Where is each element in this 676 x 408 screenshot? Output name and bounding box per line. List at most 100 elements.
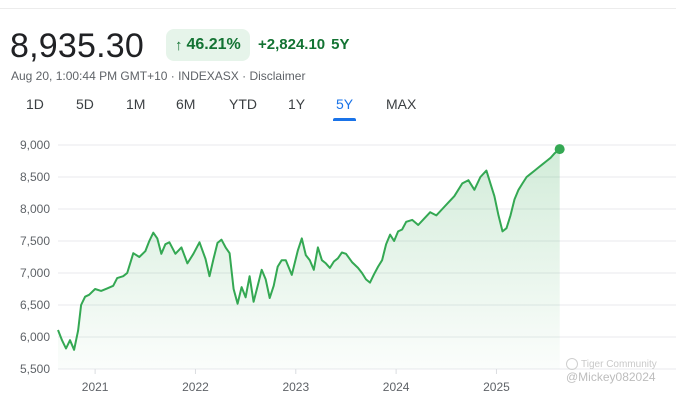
x-tick-label: 2023	[282, 380, 309, 394]
range-tabs: 1D 5D 1M 6M YTD 1Y 5Y MAX	[0, 96, 460, 121]
data-point	[73, 349, 74, 350]
data-point	[175, 253, 176, 254]
data-point	[277, 266, 278, 267]
data-point	[301, 238, 302, 239]
data-point	[506, 228, 507, 229]
data-point	[522, 183, 523, 184]
y-tick-label: 7,500	[20, 234, 50, 248]
data-point	[221, 239, 222, 240]
y-tick-label: 8,000	[20, 202, 50, 216]
price-series-line	[57, 148, 561, 351]
tab-6m[interactable]: 6M	[176, 96, 196, 112]
price-chart: 9,000 8,500 8,000 7,500 7,000 6,500 6,000 5,500…	[20, 138, 676, 394]
x-tick-label: 2024	[383, 380, 410, 394]
x-tick-label: 2022	[182, 380, 209, 394]
data-point	[534, 170, 535, 171]
data-point	[237, 303, 238, 304]
data-point	[257, 285, 258, 286]
tab-ytd[interactable]: YTD	[229, 96, 257, 112]
data-point	[494, 196, 495, 197]
data-point	[554, 153, 555, 154]
data-point	[550, 157, 551, 158]
timestamp-exchange: Aug 20, 1:00:44 PM GMT+10 · INDEXASX ·	[11, 69, 250, 83]
data-point	[490, 183, 491, 184]
watermark: Tiger Community @Mickey082024	[566, 358, 657, 384]
data-point	[514, 199, 515, 200]
watermark-line2: @Mickey082024	[566, 370, 656, 384]
data-point	[365, 279, 366, 280]
data-point	[139, 256, 140, 257]
data-point	[199, 242, 200, 243]
data-point	[205, 258, 206, 259]
data-point	[187, 263, 188, 264]
data-point	[95, 288, 96, 289]
data-point	[165, 244, 166, 245]
data-point	[538, 167, 539, 168]
data-point	[297, 250, 298, 251]
data-point	[181, 247, 182, 248]
data-point	[157, 238, 158, 239]
data-point	[486, 170, 487, 171]
y-tick-label: 6,000	[20, 330, 50, 344]
tiger-logo-icon	[566, 358, 578, 371]
data-point	[510, 215, 511, 216]
data-point	[253, 301, 254, 302]
data-point	[329, 267, 330, 268]
data-point	[317, 247, 318, 248]
quote-meta: Aug 20, 1:00:44 PM GMT+10 · INDEXASX · D…	[11, 69, 305, 83]
data-point	[285, 260, 286, 261]
data-point	[305, 254, 306, 255]
data-point	[442, 208, 443, 209]
data-point	[430, 212, 431, 213]
tab-max[interactable]: MAX	[386, 96, 417, 112]
tab-1y[interactable]: 1Y	[288, 96, 306, 112]
data-point	[321, 260, 322, 261]
data-point	[269, 297, 270, 298]
data-point	[341, 252, 342, 253]
data-point	[65, 348, 66, 349]
absolute-change: +2,824.10 5Y	[258, 36, 356, 53]
data-point	[273, 285, 274, 286]
data-point	[458, 189, 459, 190]
data-point	[394, 240, 395, 241]
data-point	[217, 242, 218, 243]
data-point	[377, 266, 378, 267]
x-tick-label: 2025	[483, 380, 510, 394]
data-point	[448, 202, 449, 203]
data-point	[398, 231, 399, 232]
data-point	[213, 258, 214, 259]
data-point	[161, 253, 162, 254]
data-point	[117, 278, 118, 279]
data-point	[249, 276, 250, 277]
data-point	[149, 240, 150, 241]
data-point	[89, 294, 90, 295]
data-point	[480, 176, 481, 177]
tab-1m[interactable]: 1M	[126, 96, 146, 112]
data-point	[418, 224, 419, 225]
data-point	[281, 260, 282, 261]
data-point	[369, 282, 370, 283]
tab-5d[interactable]: 5D	[76, 96, 94, 112]
data-point	[436, 215, 437, 216]
data-point	[530, 173, 531, 174]
data-point	[381, 260, 382, 261]
data-point	[123, 276, 124, 277]
data-point	[546, 160, 547, 161]
data-point	[77, 330, 78, 331]
data-point	[373, 274, 374, 275]
tab-1d[interactable]: 1D	[26, 96, 44, 112]
data-point	[69, 340, 70, 341]
data-point	[61, 340, 62, 341]
data-point	[345, 253, 346, 254]
period-label: 5Y	[331, 36, 350, 53]
disclaimer-link[interactable]: Disclaimer	[249, 69, 306, 83]
data-point	[209, 276, 210, 277]
data-point	[265, 279, 266, 280]
tab-5y[interactable]: 5Y	[332, 96, 357, 121]
y-tick-label: 9,000	[20, 138, 50, 152]
data-point	[291, 274, 292, 275]
data-point	[313, 269, 314, 270]
data-point	[145, 251, 146, 252]
arrow-up-icon: ↑	[175, 36, 183, 54]
percent-change-value: 46.21%	[186, 36, 241, 53]
